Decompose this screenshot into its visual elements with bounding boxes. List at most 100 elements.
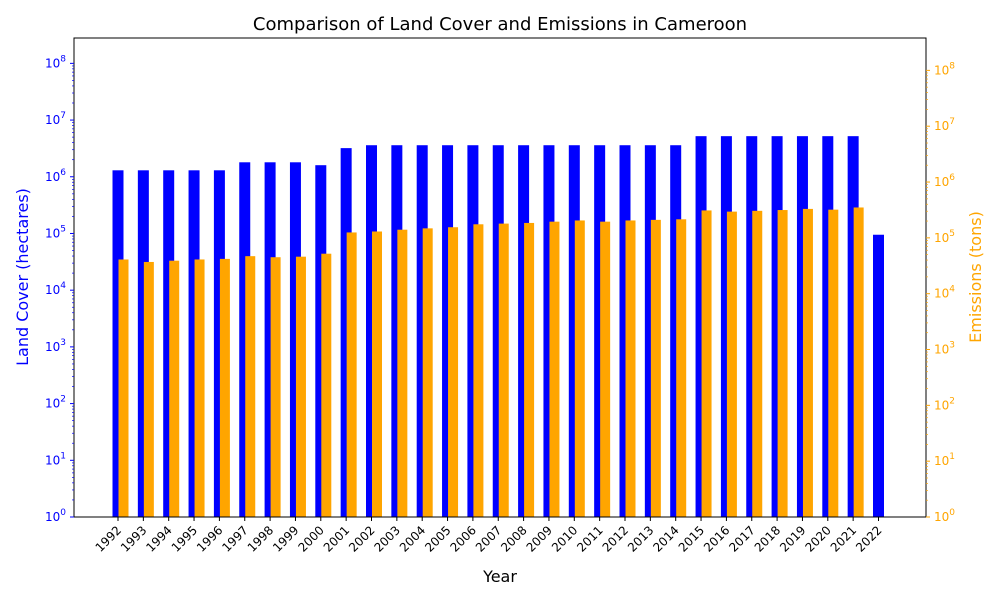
emissions-bar-2016	[726, 211, 737, 517]
x-tick-label: 1995	[169, 523, 200, 554]
x-tick-label: 2009	[524, 523, 555, 554]
land-cover-bar-1995	[188, 170, 200, 517]
emissions-bar-2015	[701, 210, 712, 518]
x-tick-label: 2002	[346, 523, 377, 554]
x-tick-label: 2006	[448, 523, 479, 554]
right-tick-label: 102	[934, 396, 955, 412]
x-tick-label: 2005	[422, 523, 453, 554]
right-tick-label: 101	[934, 452, 955, 468]
emissions-bar-1993	[143, 261, 154, 517]
right-tick-label: 106	[934, 173, 955, 189]
x-tick-label: 1993	[118, 523, 149, 554]
land-cover-bar-1997	[239, 162, 251, 518]
emissions-bar-1999	[295, 256, 306, 517]
emissions-bar-2018	[777, 210, 788, 518]
emissions-bar-2010	[574, 220, 585, 517]
land-cover-bar-1996	[213, 170, 225, 517]
emissions-bar-2001	[346, 232, 357, 517]
x-tick-label: 2021	[828, 523, 859, 554]
right-tick-label: 107	[934, 117, 955, 133]
x-axis-label: Year	[482, 567, 517, 586]
land-cover-bar-2019	[796, 136, 808, 517]
emissions-bar-2004	[422, 228, 433, 517]
left-tick-label: 103	[45, 338, 66, 354]
land-cover-bar-2008	[518, 145, 530, 517]
x-tick-label: 2015	[676, 523, 707, 554]
land-cover-bar-1999	[289, 162, 301, 518]
emissions-bar-2002	[372, 231, 382, 518]
emissions-bar-1996	[219, 258, 230, 517]
land-cover-bar-2015	[695, 136, 707, 517]
x-tick-label: 2022	[853, 523, 884, 554]
land-cover-bar-2012	[619, 145, 631, 517]
x-tick-label: 2011	[574, 523, 605, 554]
emissions-bar-2017	[752, 210, 763, 517]
x-tick-label: 2018	[752, 523, 783, 554]
right-tick-label: 104	[934, 285, 955, 301]
x-tick-label: 2017	[726, 523, 757, 554]
left-axis: 100 101 102 103 104 105 106 107 108	[45, 54, 74, 524]
land-cover-bar-2000	[315, 165, 327, 517]
land-cover-bar-2001	[340, 148, 352, 517]
land-cover-bar-2005	[442, 145, 454, 517]
x-tick-label: 2013	[625, 523, 656, 554]
x-tick-label: 2016	[701, 523, 732, 554]
emissions-bar-2005	[448, 227, 459, 517]
x-tick-label: 2012	[600, 523, 631, 554]
land-cover-bar-2016	[720, 136, 732, 517]
land-cover-bar-2020	[822, 136, 834, 517]
land-cover-bar-2022	[873, 234, 884, 517]
land-cover-bar-1993	[137, 170, 149, 517]
chart-title: Comparison of Land Cover and Emissions i…	[253, 14, 747, 35]
right-tick-label: 105	[934, 229, 955, 245]
land-cover-bar-2003	[391, 145, 403, 517]
bars-layer	[112, 136, 884, 518]
land-cover-bar-2018	[771, 136, 783, 517]
left-tick-label: 108	[45, 54, 66, 70]
emissions-bar-1998	[270, 257, 281, 517]
right-axis-label: Emissions (tons)	[966, 211, 985, 343]
x-axis: 1992199319941995199619971998199920002001…	[93, 517, 885, 555]
left-tick-label: 105	[45, 224, 66, 240]
right-tick-label: 108	[934, 61, 955, 77]
emissions-bar-2008	[524, 222, 535, 518]
land-cover-bar-2006	[467, 145, 479, 517]
emissions-bar-2007	[498, 223, 509, 518]
emissions-bar-2006	[473, 224, 484, 518]
x-tick-label: 1997	[219, 523, 250, 554]
x-tick-label: 1999	[270, 523, 301, 554]
right-tick-label: 103	[934, 341, 955, 357]
x-tick-label: 2000	[295, 523, 326, 554]
emissions-bar-1994	[169, 260, 180, 517]
emissions-bar-2011	[600, 221, 611, 517]
left-tick-label: 102	[45, 395, 66, 411]
right-axis: 100 101 102 103 104 105 106 107 108	[926, 61, 955, 524]
land-cover-bar-1998	[264, 162, 276, 518]
emissions-bar-2009	[549, 221, 560, 517]
x-tick-label: 2004	[397, 523, 428, 554]
land-cover-bar-2004	[416, 145, 428, 517]
emissions-bar-2000	[321, 253, 332, 518]
emissions-bar-2021	[853, 207, 864, 517]
emissions-bar-2012	[625, 220, 636, 517]
emissions-bar-2020	[828, 209, 839, 518]
land-cover-bar-2013	[644, 145, 656, 517]
x-tick-label: 2003	[371, 523, 402, 554]
x-tick-label: 2020	[802, 523, 833, 554]
emissions-bar-1997	[245, 256, 256, 517]
left-tick-label: 100	[45, 508, 66, 524]
emissions-bar-2013	[650, 219, 661, 517]
emissions-bar-1995	[194, 259, 205, 517]
emissions-bar-2003	[397, 229, 408, 517]
x-tick-label: 2001	[321, 523, 352, 554]
x-tick-label: 1994	[143, 523, 174, 554]
land-cover-bar-2014	[670, 145, 682, 517]
emissions-bar-2019	[802, 208, 813, 518]
land-cover-bar-1992	[112, 170, 124, 517]
plot-frame	[73, 37, 927, 518]
x-tick-label: 2008	[498, 523, 529, 554]
land-cover-bar-2009	[543, 145, 555, 517]
left-axis-label: Land Cover (hectares)	[13, 188, 32, 366]
land-cover-bar-2017	[746, 136, 758, 517]
